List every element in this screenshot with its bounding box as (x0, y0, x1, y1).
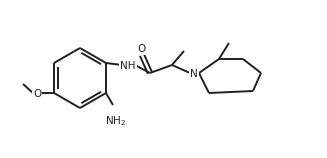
Text: NH: NH (120, 61, 136, 71)
Text: O: O (138, 44, 146, 54)
Text: NH$_2$: NH$_2$ (105, 114, 127, 128)
Text: N: N (190, 69, 198, 79)
Text: O: O (33, 89, 41, 99)
